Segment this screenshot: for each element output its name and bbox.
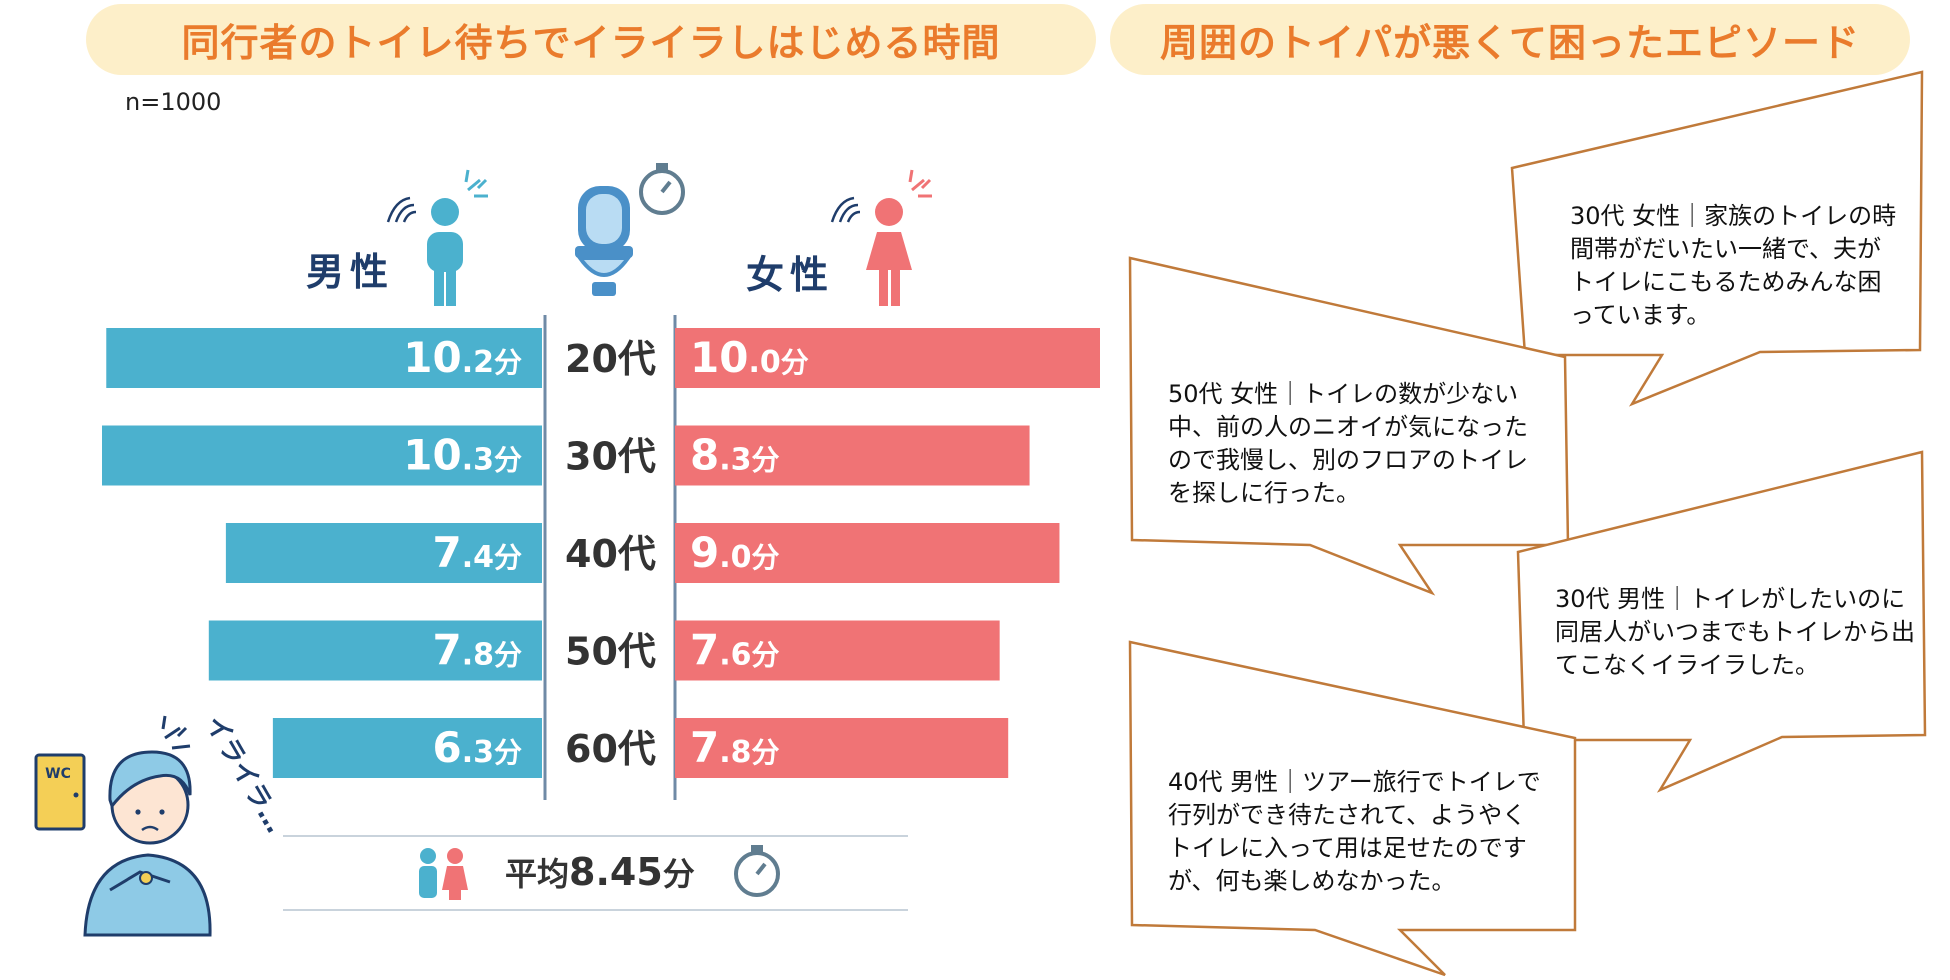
category-label-3: 50代: [565, 630, 656, 674]
male-label: 男性: [306, 250, 394, 294]
anger-mark-icon: [161, 715, 191, 750]
chart-title: 同行者のトイレ待ちでイライラしはじめる時間: [181, 21, 1001, 65]
category-label-2: 40代: [565, 532, 656, 576]
sample-size: n=1000: [125, 88, 222, 116]
data-label-female-3: 7.6分: [690, 626, 780, 675]
episode-text-30f: 30代 女性｜家族のトイレの時間帯がだいたい一緒で、夫がトイレにこもるためみんな…: [1570, 202, 1897, 329]
bar-female-0: [675, 328, 1100, 388]
couple-icon: [419, 848, 468, 900]
butterfly-chart: 男性 女性 10.2分 10.0分 20代 10.3分 8.3分 30代 7.4分 9.0分 4…: [34, 163, 1100, 937]
bar-male-2: [225, 523, 543, 583]
episode-text-30m: 30代 男性｜トイレがしたいのに同居人がいつまでもトイレから出てこなくイライラし…: [1555, 585, 1915, 679]
bar-female-3: [675, 620, 1000, 681]
bar-male-1: [102, 425, 542, 486]
wc-door-icon: WC: [34, 753, 86, 831]
female-person-icon: [830, 169, 932, 306]
episode-bubble-50f: [1128, 256, 1570, 596]
average-value: 8.45: [569, 850, 663, 894]
data-label-female-2: 9.0分: [690, 528, 780, 577]
male-person-icon: [386, 169, 488, 306]
average-label: 平均: [505, 855, 569, 893]
data-label-male-0: 10.2分: [403, 333, 522, 382]
wc-sign: WC: [45, 766, 71, 782]
episode-bubble-40m: [1128, 640, 1577, 977]
bar-female-4: [675, 718, 1009, 778]
data-label-male-3: 7.8分: [432, 626, 522, 675]
data-label-female-0: 10.0分: [690, 333, 809, 382]
data-label-female-4: 7.8分: [690, 723, 780, 772]
waiting-person-illustration: [83, 750, 212, 937]
episodes-title-banner: 周囲のトイパが悪くて困ったエピソード: [1110, 4, 1910, 75]
bar-male-4: [272, 718, 542, 778]
average-unit: 分: [663, 855, 695, 893]
data-label-female-1: 8.3分: [690, 431, 780, 480]
bar-female-2: [675, 523, 1060, 583]
bar-male-0: [106, 328, 542, 388]
category-label-4: 60代: [565, 727, 656, 771]
female-label: 女性: [746, 253, 834, 297]
bar-female-1: [675, 425, 1030, 486]
bar-male-3: [208, 620, 542, 681]
average-stopwatch-icon: [734, 845, 780, 897]
category-label-1: 30代: [565, 435, 656, 479]
episode-text-40m: 40代 男性｜ツアー旅行でトイレで行列ができ待たされて、ようやくトイレに入って用…: [1168, 768, 1541, 895]
data-label-male-2: 7.4分: [432, 528, 522, 577]
bars-group: 10.2分 10.0分 20代 10.3分 8.3分 30代 7.4分 9.0分 40代 7.8分…: [102, 328, 1100, 778]
average-text: 平均8.45分: [505, 850, 695, 894]
toilet-icon: [575, 186, 633, 296]
chart-title-banner: 同行者のトイレ待ちでイライラしはじめる時間: [86, 4, 1096, 75]
episodes-title: 周囲のトイパが悪くて困ったエピソード: [1159, 21, 1861, 65]
stopwatch-icon: [639, 163, 685, 215]
category-label-0: 20代: [565, 337, 656, 381]
episode-text-50f: 50代 女性｜トイレの数が少ない中、前の人のニオイが気になったので我慢し、別のフ…: [1168, 380, 1528, 507]
data-label-male-1: 10.3分: [403, 431, 522, 480]
data-label-male-4: 6.3分: [432, 723, 522, 772]
